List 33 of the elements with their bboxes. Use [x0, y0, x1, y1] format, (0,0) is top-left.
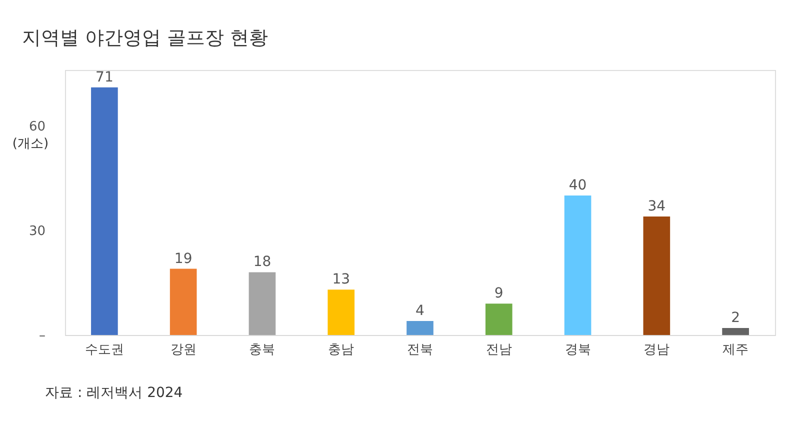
text: 자료 : 레저백서 2024 — [45, 385, 183, 401]
bar — [328, 290, 355, 335]
data-label: 71 — [96, 69, 114, 86]
data-label: 2 — [731, 310, 740, 326]
x-tick-label: 충북 — [249, 342, 276, 358]
data-label: 4 — [416, 303, 425, 320]
bar — [91, 87, 118, 335]
y-tick-label: 60 — [28, 119, 46, 134]
bar — [643, 216, 670, 335]
x-tick-label: 전북 — [407, 342, 433, 358]
y-axis-title: (개소) — [12, 136, 49, 152]
chart-title: 지역별 야간영업 골프장 현황 — [22, 27, 268, 49]
data-label: 13 — [332, 272, 350, 288]
data-label: 19 — [174, 250, 192, 267]
bar — [248, 272, 276, 335]
y-tick-label: 30 — [28, 224, 46, 239]
data-label: 40 — [568, 178, 587, 194]
bar — [406, 321, 434, 335]
x-tick-label: 제주 — [722, 342, 749, 358]
y-tick-label: – — [39, 328, 46, 344]
x-tick-label: 강원 — [170, 342, 196, 358]
x-tick-label: 수도권 — [84, 342, 124, 358]
x-tick-label: 경북 — [564, 342, 591, 358]
data-label: 18 — [253, 254, 272, 270]
x-tick-label: 전남 — [486, 342, 512, 358]
bar — [564, 196, 592, 335]
bar — [170, 268, 197, 335]
x-tick-label: 경남 — [644, 342, 670, 358]
x-tick-label: 충남 — [328, 342, 354, 358]
bar — [485, 304, 512, 335]
data-label: 34 — [648, 198, 666, 214]
data-label: 9 — [494, 286, 504, 302]
bar — [722, 328, 749, 335]
